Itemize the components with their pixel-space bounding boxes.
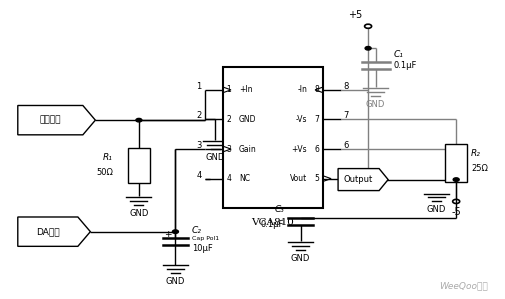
Text: -In: -In — [296, 86, 307, 94]
Text: +Vs: +Vs — [291, 144, 307, 153]
Text: 8: 8 — [342, 82, 348, 91]
Text: C₃: C₃ — [274, 205, 283, 214]
Text: GND: GND — [129, 209, 148, 218]
Text: 8: 8 — [314, 86, 319, 94]
Text: 4: 4 — [196, 171, 201, 180]
Text: 0.1μF: 0.1μF — [260, 220, 283, 229]
Text: +In: +In — [238, 86, 252, 94]
Text: GND: GND — [365, 100, 384, 109]
Text: 10μF: 10μF — [191, 244, 212, 253]
Text: R₁: R₁ — [103, 153, 113, 162]
Text: 3: 3 — [226, 144, 231, 153]
Text: 1: 1 — [226, 86, 231, 94]
Text: 6: 6 — [314, 144, 319, 153]
Text: GND: GND — [206, 152, 225, 162]
Text: 5: 5 — [342, 171, 347, 180]
Text: R₂: R₂ — [470, 150, 480, 158]
Polygon shape — [337, 169, 387, 190]
Text: -Vs: -Vs — [295, 115, 307, 124]
Text: GND: GND — [166, 277, 185, 286]
Text: DA输出: DA输出 — [36, 227, 60, 236]
Text: GND: GND — [426, 205, 445, 214]
Text: 7: 7 — [314, 115, 319, 124]
Circle shape — [365, 47, 370, 50]
Text: Vout: Vout — [289, 174, 307, 183]
Bar — [444, 144, 466, 182]
Text: +5: +5 — [348, 10, 362, 20]
Text: GND: GND — [238, 115, 256, 124]
Polygon shape — [18, 217, 90, 246]
Text: WeeQoo维库: WeeQoo维库 — [438, 281, 487, 290]
Bar — [128, 148, 149, 183]
Text: 4: 4 — [226, 174, 231, 183]
Text: C₂: C₂ — [191, 226, 201, 235]
Text: C₁: C₁ — [393, 50, 402, 59]
Text: VCA810: VCA810 — [251, 219, 294, 228]
Circle shape — [172, 230, 178, 234]
Circle shape — [452, 178, 458, 181]
Text: 7: 7 — [342, 112, 348, 120]
Polygon shape — [18, 106, 95, 135]
Text: 3: 3 — [196, 141, 201, 150]
Text: 信号输入: 信号输入 — [39, 116, 61, 125]
Circle shape — [136, 118, 141, 122]
Text: 2: 2 — [196, 112, 201, 120]
Text: 5: 5 — [314, 174, 319, 183]
Text: 6: 6 — [342, 141, 348, 150]
Text: Cap Pol1: Cap Pol1 — [191, 236, 219, 241]
Text: -5: -5 — [450, 207, 460, 217]
Bar — [223, 67, 322, 208]
Text: 50Ω: 50Ω — [96, 168, 113, 177]
Text: +: + — [164, 230, 171, 239]
Text: 0.1μF: 0.1μF — [393, 61, 416, 70]
Text: 25Ω: 25Ω — [470, 164, 487, 173]
Text: 1: 1 — [196, 82, 201, 91]
Text: GND: GND — [290, 254, 310, 263]
Text: 2: 2 — [226, 115, 231, 124]
Text: Output: Output — [343, 175, 372, 184]
Text: NC: NC — [238, 174, 249, 183]
Text: Gain: Gain — [238, 144, 256, 153]
